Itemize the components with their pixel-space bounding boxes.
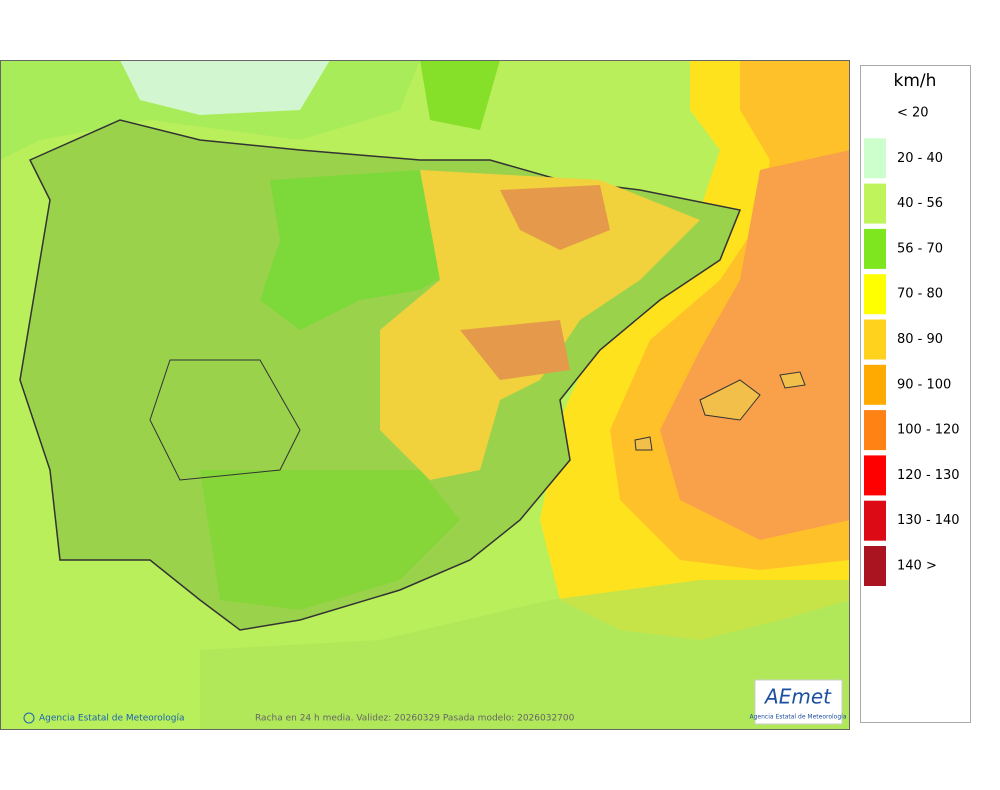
legend-swatch [864,546,886,586]
legend-swatch [864,319,886,360]
legend-label: 100 - 120 [897,423,960,438]
legend-label: 20 - 40 [897,151,943,166]
border [149,359,301,481]
caption: Racha en 24 h media. Validez: 20260329 P… [255,714,575,724]
logo-box [754,679,843,725]
legend-swatch [864,455,886,496]
legend: km/h < 20 20 - 40 40 - 56 56 - 70 70 - 80 80 … [860,65,971,723]
legend-label: 140 > [897,559,937,574]
baleares [634,371,806,451]
legend-label: 80 - 90 [897,332,943,347]
land-green [260,170,480,330]
africa [200,580,850,730]
copyright-icon [23,712,35,724]
legend-swatch [864,364,886,405]
legend-swatch [864,500,886,541]
calm-patch [120,60,330,115]
legend-label: 70 - 80 [897,287,943,302]
logo-subtitle: Agencia Estatal de Meteorología [750,714,847,721]
legend-label: 40 - 56 [897,196,943,211]
map [0,60,850,730]
band-strong [660,150,850,540]
map-frame [0,60,850,730]
legend-label: 120 - 130 [897,468,960,483]
legend-label: < 20 [897,106,929,121]
logo: AEmet Agencia Estatal de Meteorología [750,679,847,725]
legend-label: 90 - 100 [897,377,951,392]
legend-label: 130 - 140 [897,513,960,528]
legend-swatch [864,410,886,451]
legend-label: 56 - 70 [897,241,943,256]
legend-swatch [864,138,886,179]
legend-swatch [864,228,886,269]
land-orange [460,185,610,380]
credit: Agencia Estatal de Meteorología [39,714,185,724]
legend-title: km/h [894,71,937,91]
wind-patch [420,60,500,130]
legend-swatch [864,274,886,315]
logo-name: AEmet [763,685,832,709]
land-south [200,470,460,610]
legend-swatch [864,183,886,224]
